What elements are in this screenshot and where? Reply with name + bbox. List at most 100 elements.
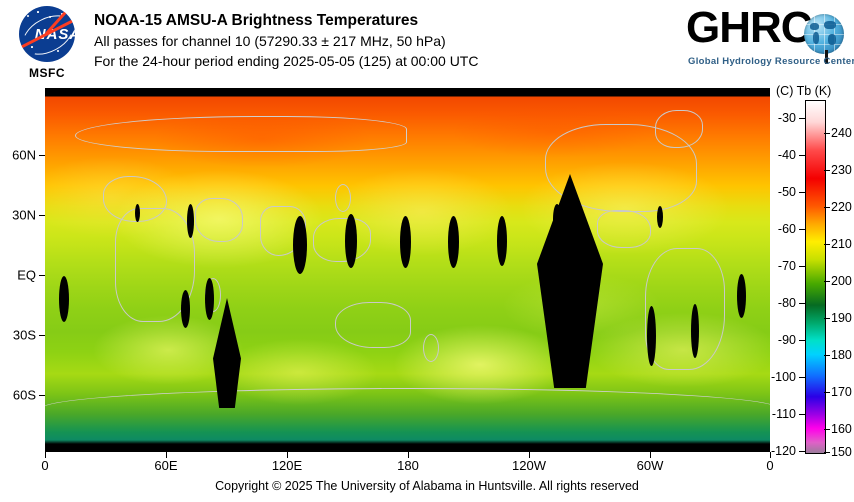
title-block: NOAA-15 AMSU-A Brightness Temperatures A…: [94, 10, 478, 71]
globe-stand-icon: [825, 50, 828, 64]
coastline-greenland: [655, 110, 703, 148]
colorbar-c-tick-9: [799, 451, 805, 452]
x-tick-60e: [166, 452, 167, 458]
colorbar-kelvin-label-1: 230: [831, 163, 852, 177]
y-axis-label-60n: 60N: [12, 147, 36, 163]
coastline-central-america: [597, 210, 651, 248]
copyright-notice: Copyright © 2025 The University of Alaba…: [215, 479, 639, 493]
colorbar-k-tick-5: [824, 318, 830, 319]
colorbar-k-tick-2: [824, 207, 830, 208]
y-tick-eq: [39, 275, 45, 276]
colorbar-header: (C) Tb (K): [776, 84, 832, 98]
colorbar-celsius-label-6: -90: [777, 333, 796, 347]
coastline-eurasia: [75, 116, 407, 152]
colorbar-kelvin-label-7: 170: [831, 385, 852, 399]
coastline-arabia: [195, 198, 243, 242]
x-axis-label-120w: 120W: [512, 458, 546, 473]
x-tick-0: [45, 452, 46, 458]
coastline-southeast-asia: [313, 218, 371, 262]
colorbar-kelvin-label-8: 160: [831, 422, 852, 436]
colorbar-celsius-label-4: -70: [777, 259, 796, 273]
nasa-meatball-icon: NASA: [19, 6, 75, 62]
ghrc-subtitle: Global Hydrology Resource Center: [688, 56, 854, 67]
y-axis-label-eq: EQ: [17, 267, 36, 283]
colorbar-k-tick-8: [824, 429, 830, 430]
colorbar-k-tick-7: [824, 392, 830, 393]
colorbar-kelvin-label-0: 240: [831, 126, 852, 140]
x-tick-120e: [287, 452, 288, 458]
y-tick-60n: [39, 155, 45, 156]
orbit-gap-brazil: [647, 306, 656, 366]
colorbar-c-tick-5: [799, 303, 805, 304]
x-axis-label-60w: 60W: [636, 458, 664, 473]
orbit-gap-south-china-sea: [448, 216, 459, 268]
x-tick-180: [408, 452, 409, 458]
ghrc-logo: GHRC Global Hydrology Resource Center: [686, 3, 854, 76]
colorbar-c-tick-3: [799, 229, 805, 230]
colorbar-c-tick-1: [799, 155, 805, 156]
colorbar-celsius-label-3: -60: [777, 222, 796, 236]
y-tick-30s: [39, 335, 45, 336]
page-subtitle-channel: All passes for channel 10 (57290.33 ± 21…: [94, 33, 446, 49]
colorbar-kelvin-label-3: 210: [831, 237, 852, 251]
colorbar-k-tick-4: [824, 281, 830, 282]
coastline-australia: [335, 302, 411, 348]
colorbar-celsius-label-5: -80: [777, 296, 796, 310]
orbit-gap-atlantic-south: [59, 276, 69, 322]
orbit-gap-atlantic-brazil: [691, 304, 699, 358]
x-axis-label-60e: 60E: [154, 458, 178, 473]
orbit-gap-bay-of-bengal: [400, 216, 411, 268]
page-title: NOAA-15 AMSU-A Brightness Temperatures: [94, 12, 419, 29]
orbit-gap-indian-ocean: [187, 204, 194, 238]
colorbar-celsius-label-0: -30: [777, 111, 796, 125]
y-tick-60s: [39, 395, 45, 396]
coastline-antarctica: [45, 388, 770, 429]
colorbar-celsius-label-8: -110: [771, 407, 796, 421]
colorbar-kelvin-label-9: 150: [831, 445, 852, 459]
nasa-logo: NASA MSFC: [8, 6, 86, 82]
colorbar-celsius-label-9: -120: [770, 444, 796, 458]
colorbar-c-tick-4: [799, 266, 805, 267]
colorbar-k-tick-3: [824, 244, 830, 245]
coastline-africa: [115, 208, 195, 322]
colorbar-k-tick-9: [824, 452, 830, 453]
colorbar-kelvin-label-6: 180: [831, 348, 852, 362]
globe-icon: [804, 14, 844, 54]
colorbar-kelvin-label-2: 220: [831, 200, 852, 214]
brightness-temperature-map: [45, 88, 770, 452]
colorbar-celsius-label-2: -50: [777, 185, 796, 199]
orbit-gap-caribbean: [657, 206, 663, 228]
colorbar-k-tick-1: [824, 170, 830, 171]
colorbar-c-tick-8: [799, 414, 805, 415]
x-axis-label-360: 0: [766, 458, 774, 473]
x-tick-360: [770, 452, 771, 458]
coastline-japan: [335, 184, 351, 212]
colorbar-k-tick-0: [824, 133, 830, 134]
colorbar-c-tick-7: [799, 377, 805, 378]
y-axis-label-60s: 60S: [12, 387, 36, 403]
nasa-center-label: MSFC: [29, 66, 65, 80]
orbit-gap-south-atlantic: [737, 274, 746, 318]
colorbar-c-tick-6: [799, 340, 805, 341]
orbit-gap-western-pacific: [181, 290, 190, 328]
x-axis-label-180: 180: [397, 458, 419, 473]
colorbar-celsius-label-7: -100: [770, 370, 796, 384]
colorbar-gradient: [805, 100, 826, 454]
colorbar-celsius-label-1: -40: [777, 148, 796, 162]
x-tick-60w: [650, 452, 651, 458]
y-tick-30n: [39, 215, 45, 216]
orbit-gap-india: [345, 214, 357, 268]
nasa-wordmark: NASA: [35, 26, 75, 43]
coastline-new-zealand: [423, 334, 439, 362]
orbit-gap-africa-south: [205, 278, 214, 320]
x-axis-label-0: 0: [41, 458, 49, 473]
ghrc-wordmark: GHRC: [686, 3, 813, 52]
page-subtitle-period: For the 24-hour period ending 2025-05-05…: [94, 53, 479, 69]
y-axis-label-30s: 30S: [12, 327, 36, 343]
colorbar-c-tick-2: [799, 192, 805, 193]
x-axis-label-120e: 120E: [271, 458, 303, 473]
orbit-gap-philippines: [497, 216, 507, 266]
colorbar-kelvin-label-5: 190: [831, 311, 852, 325]
coastline-south-america: [645, 248, 725, 370]
x-tick-120w: [529, 452, 530, 458]
